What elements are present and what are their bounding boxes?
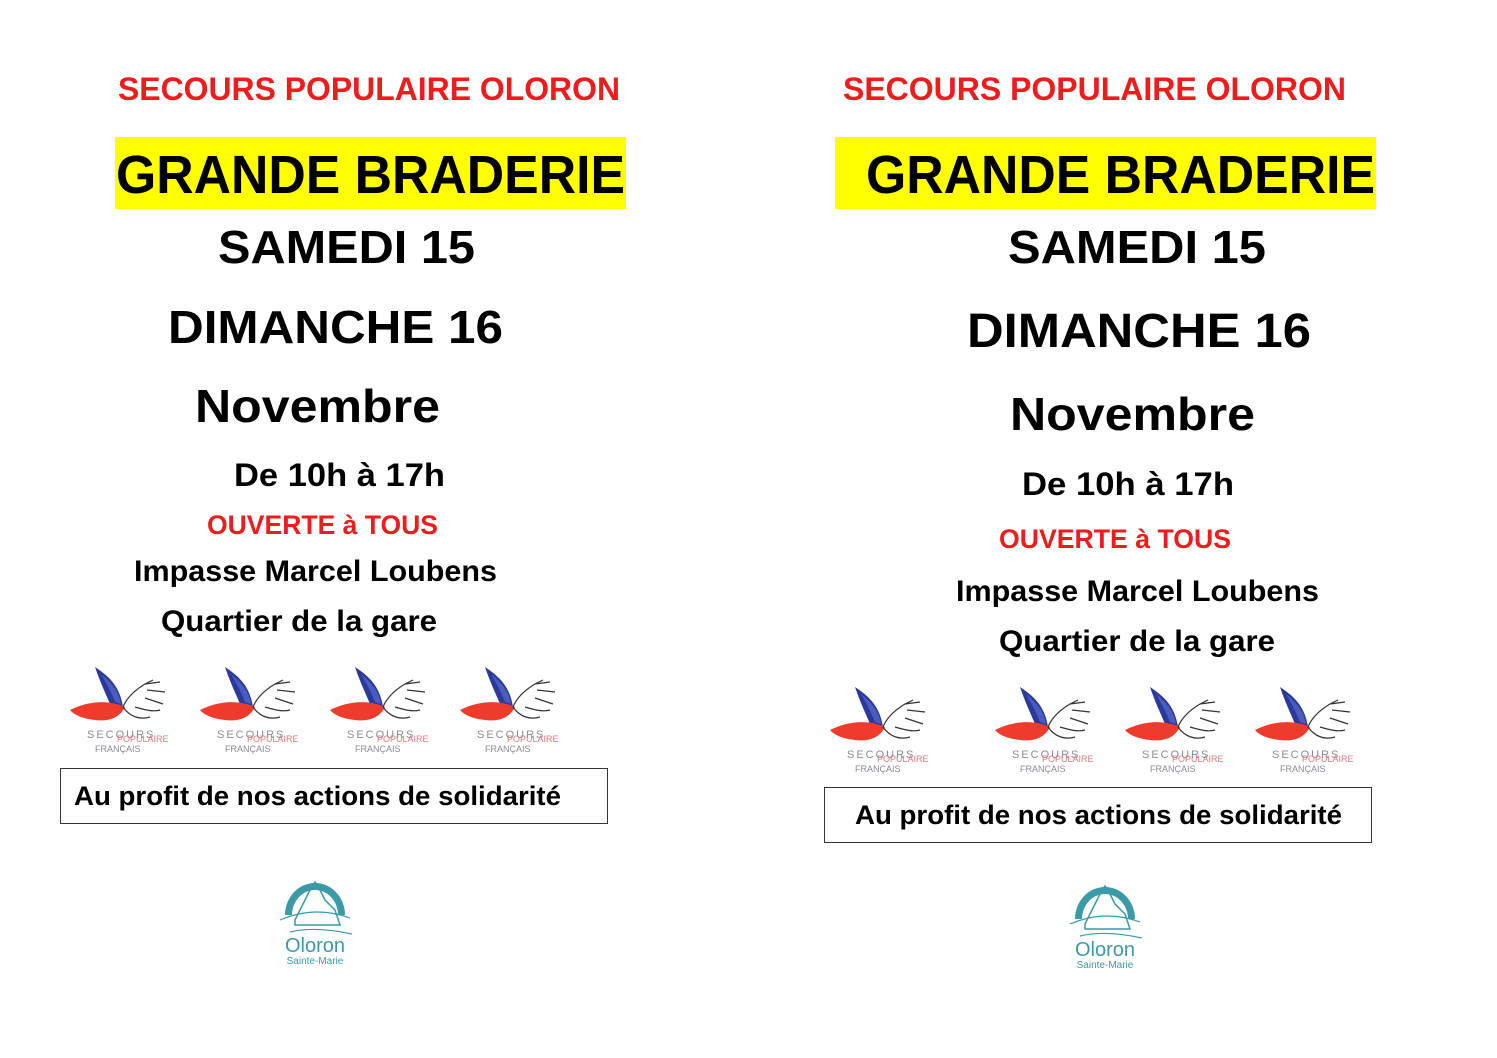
date-saturday: SAMEDI 15 [218, 221, 475, 273]
address-line2: Quartier de la gare [999, 625, 1275, 658]
address-line1: Impasse Marcel Loubens [956, 575, 1319, 608]
secours-populaire-logo [990, 682, 1110, 782]
oloron-city-logo [1060, 864, 1150, 974]
secours-populaire-logo [65, 662, 185, 762]
purpose-text: Au profit de nos actions de solidarité [855, 800, 1342, 830]
date-saturday: SAMEDI 15 [1008, 221, 1266, 273]
secours-populaire-logo [195, 662, 315, 762]
purpose-box [824, 787, 1372, 843]
purpose-box [60, 768, 608, 824]
secours-populaire-logo [825, 682, 945, 782]
open-to-all: OUVERTE à TOUS [999, 524, 1231, 554]
month: Novembre [1010, 388, 1255, 440]
address-line1: Impasse Marcel Loubens [134, 555, 497, 588]
organization-title: SECOURS POPULAIRE OLORON [843, 71, 1346, 107]
date-sunday: DIMANCHE 16 [168, 301, 503, 353]
headline-highlight [115, 137, 626, 209]
address-line2: Quartier de la gare [161, 605, 437, 638]
organization-title: SECOURS POPULAIRE OLORON [118, 71, 620, 107]
headline: GRANDE BRADERIE [866, 145, 1375, 205]
secours-populaire-logo [455, 662, 575, 762]
date-sunday: DIMANCHE 16 [967, 305, 1311, 358]
headline-highlight [835, 137, 1376, 209]
secours-populaire-logo [325, 662, 445, 762]
secours-populaire-logo [1250, 682, 1370, 782]
headline: GRANDE BRADERIE [116, 145, 625, 205]
secours-populaire-logo [1120, 682, 1240, 782]
purpose-text: Au profit de nos actions de solidarité [74, 781, 561, 811]
oloron-city-logo [270, 860, 360, 970]
open-to-all: OUVERTE à TOUS [207, 510, 438, 540]
hours: De 10h à 17h [234, 457, 445, 493]
month: Novembre [195, 380, 440, 432]
hours: De 10h à 17h [1022, 466, 1234, 502]
